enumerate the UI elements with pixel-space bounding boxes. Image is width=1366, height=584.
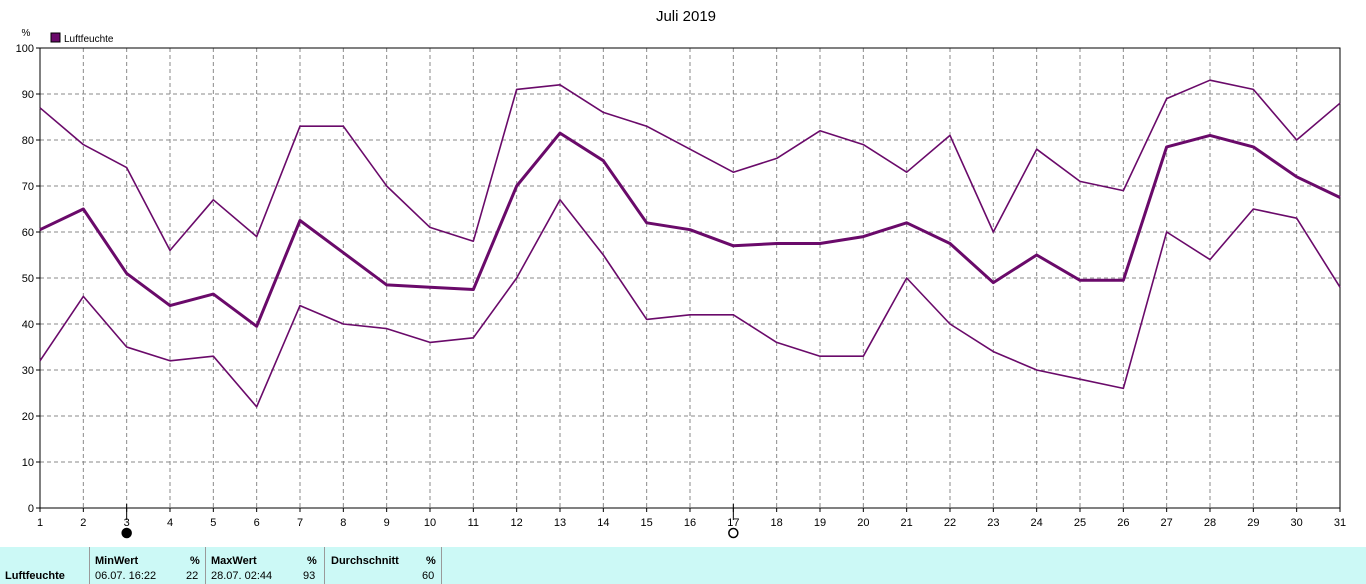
- x-tick-label: 26: [1117, 517, 1129, 529]
- max-value: 93: [303, 570, 316, 582]
- footer-divider: [205, 547, 206, 584]
- x-tick-label: 31: [1334, 517, 1346, 529]
- x-tick-label: 7: [297, 517, 303, 529]
- x-tick-label: 21: [901, 517, 913, 529]
- x-tick-label: 22: [944, 517, 956, 529]
- x-tick-label: 27: [1161, 517, 1173, 529]
- y-tick-label: 70: [22, 181, 34, 193]
- y-tick-label: 80: [22, 135, 34, 147]
- x-tick-label: 18: [771, 517, 783, 529]
- humidity-chart: Juli 2019 % Luftfeuchte 0 10 20 30 40 50 60 70 8…: [16, 8, 1346, 539]
- x-tick-label: 30: [1291, 517, 1303, 529]
- y-axis-unit: %: [22, 28, 31, 39]
- x-tick-label: 2: [80, 517, 86, 529]
- min-value: 22: [186, 570, 199, 582]
- x-tick-label: 25: [1074, 517, 1086, 529]
- y-tick-label: 20: [22, 411, 34, 423]
- moon-markers: [121, 504, 739, 539]
- x-tick-label: 29: [1247, 517, 1259, 529]
- footer-divider: [441, 547, 442, 584]
- x-tick-label: 16: [684, 517, 696, 529]
- x-axis: 1 2 3 4 5 6 7 8 9 10 11 12 13 14 15 16 17 18 19 20 21 22 23 24 2…: [37, 508, 1346, 529]
- legend-label: Luftfeuchte: [64, 34, 114, 45]
- y-tick-label: 90: [22, 89, 34, 101]
- x-tick-label: 23: [987, 517, 999, 529]
- avg-header: Durchschnitt: [331, 555, 399, 567]
- x-tick-label: 19: [814, 517, 826, 529]
- min-header: MinWert: [95, 555, 139, 567]
- y-tick-label: 10: [22, 457, 34, 469]
- max-unit: %: [307, 555, 317, 567]
- plot-frame: [39, 47, 1341, 509]
- y-tick-label: 40: [22, 319, 34, 331]
- x-tick-label: 14: [597, 517, 609, 529]
- series-line-min: [39, 199, 1341, 408]
- x-tick-label: 24: [1031, 517, 1043, 529]
- avg-value: 60: [422, 570, 435, 582]
- avg-unit: %: [426, 555, 436, 567]
- x-tick-label: 20: [857, 517, 869, 529]
- y-tick-label: 30: [22, 365, 34, 377]
- y-tick-label: 0: [28, 503, 34, 515]
- min-time: 06.07. 16:22: [95, 570, 157, 582]
- new-moon-icon: [121, 527, 132, 539]
- x-tick-label: 3: [124, 517, 130, 529]
- y-tick-label: 100: [16, 43, 34, 55]
- y-tick-label: 60: [22, 227, 34, 239]
- y-tick-label: 50: [22, 273, 34, 285]
- footer-divider: [324, 547, 325, 584]
- footer-divider: [89, 547, 90, 584]
- chart-title: Juli 2019: [656, 8, 716, 25]
- x-tick-label: 1: [37, 517, 43, 529]
- x-tick-label: 12: [511, 517, 523, 529]
- x-tick-label: 13: [554, 517, 566, 529]
- legend-swatch: [50, 32, 61, 43]
- x-tick-label: 11: [468, 517, 479, 529]
- full-moon-icon: [728, 527, 739, 539]
- max-time: 28.07. 02:44: [211, 570, 273, 582]
- x-tick-label: 9: [384, 517, 390, 529]
- min-unit: %: [190, 555, 200, 567]
- max-header: MaxWert: [211, 555, 257, 567]
- series-group: [39, 79, 1341, 408]
- x-tick-label: 28: [1204, 517, 1216, 529]
- legend: Luftfeuchte: [50, 32, 114, 45]
- series-line-max: [39, 79, 1341, 252]
- x-tick-label: 5: [210, 517, 216, 529]
- x-tick-label: 10: [424, 517, 436, 529]
- x-tick-label: 4: [167, 517, 173, 529]
- x-tick-label: 15: [641, 517, 653, 529]
- x-tick-label: 17: [727, 517, 739, 529]
- x-tick-label: 6: [254, 517, 260, 529]
- y-axis: 0 10 20 30 40 50 60 70 80 90 100: [16, 43, 40, 515]
- grid: [40, 48, 1340, 508]
- series-line-mean: [39, 131, 1341, 328]
- x-tick-label: 8: [340, 517, 346, 529]
- footer-series-name: Luftfeuchte: [5, 570, 65, 582]
- statistics-footer: Luftfeuchte MinWert % 06.07. 16:22 22 Ma…: [0, 547, 1366, 584]
